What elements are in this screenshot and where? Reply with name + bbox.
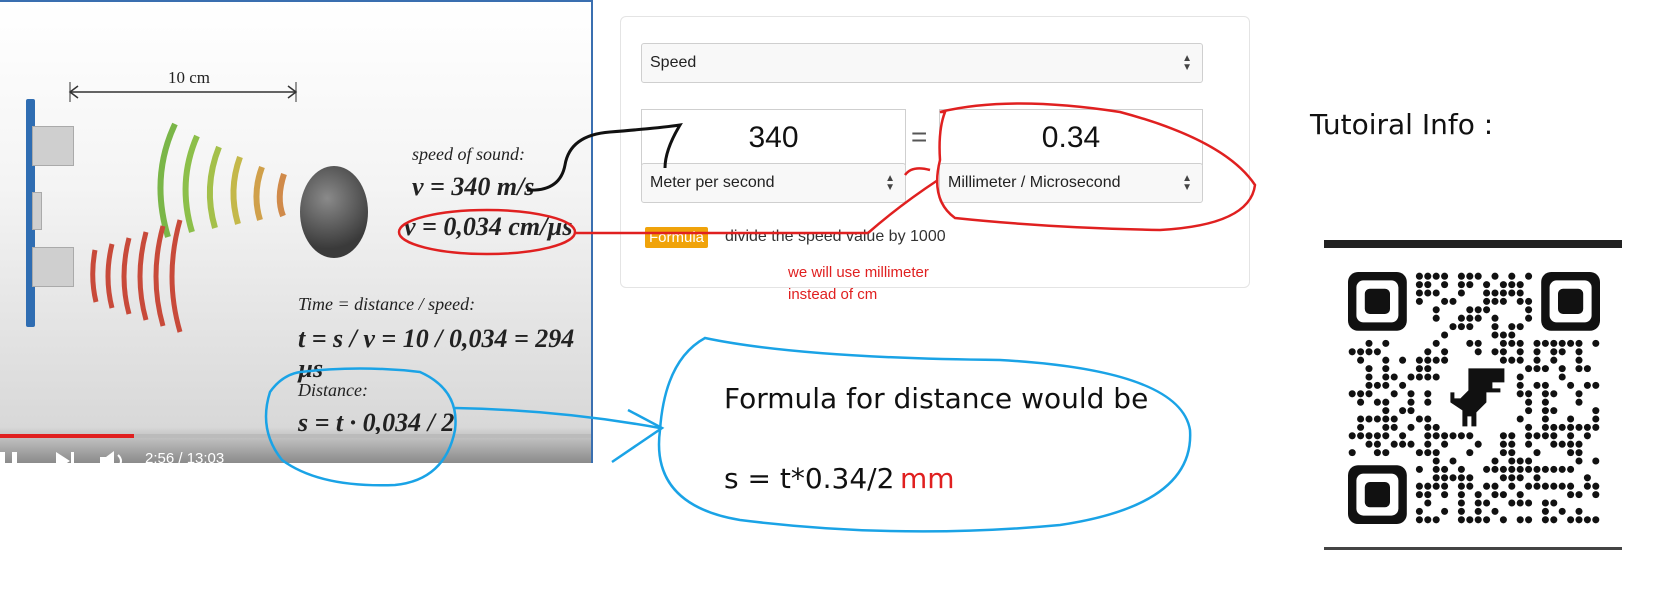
pause-icon[interactable] bbox=[0, 452, 17, 463]
video-player[interactable]: 10 cm speed of sound: v = 340 m/s v = 0,… bbox=[0, 0, 593, 463]
from-unit-select[interactable]: Meter per second ▲ ▼ bbox=[641, 163, 906, 203]
black-connector-stroke bbox=[526, 123, 683, 192]
to-unit-value: Millimeter / Microsecond bbox=[948, 174, 1121, 191]
sensor-board bbox=[26, 99, 35, 327]
red-circle-velocity bbox=[397, 208, 577, 256]
time-label: Time = distance / speed: bbox=[298, 294, 476, 314]
blue-blob-annotation bbox=[657, 336, 1192, 533]
speed-of-sound-label: speed of sound: bbox=[412, 144, 525, 164]
distance-formula: s = t · 0,034 / 2 bbox=[298, 408, 455, 437]
select-arrows-icon: ▲ ▼ bbox=[1182, 173, 1192, 193]
progress-track[interactable] bbox=[0, 434, 591, 438]
time-formula: t = s / v = 10 / 0,034 = 294 µs bbox=[298, 324, 575, 383]
equals-sign: = bbox=[911, 121, 928, 152]
velocity-cmus: v = 0,034 cm/µs bbox=[404, 212, 573, 241]
distance-heading: Distance: bbox=[298, 380, 368, 400]
qr-code-icon bbox=[1348, 272, 1600, 524]
quantity-select[interactable]: Speed ▲ ▼ bbox=[641, 43, 1203, 83]
velocity-ms: v = 340 m/s bbox=[412, 172, 535, 201]
sound-wave-diagram bbox=[68, 82, 298, 333]
video-timestamp: 2:56 / 13:03 bbox=[145, 450, 225, 463]
formula-expression: s = t*0.34/2 bbox=[724, 462, 895, 495]
player-controls bbox=[0, 427, 591, 463]
blue-circle-formula bbox=[264, 367, 457, 487]
blue-arrow-head bbox=[611, 408, 665, 464]
receiver bbox=[32, 247, 74, 287]
volume-icon[interactable] bbox=[100, 451, 122, 463]
select-arrows-icon: ▲ ▼ bbox=[1182, 53, 1192, 73]
obstacle-ball bbox=[300, 166, 368, 258]
progress-fill bbox=[0, 434, 135, 438]
formula-unit: mm bbox=[900, 462, 955, 495]
sensor-chip bbox=[32, 192, 42, 230]
next-icon[interactable] bbox=[56, 452, 74, 463]
distance-label: 10 cm bbox=[168, 68, 211, 87]
from-unit-value: Meter per second bbox=[650, 174, 775, 191]
player-buttons bbox=[0, 451, 122, 463]
quantity-select-value: Speed bbox=[650, 54, 697, 71]
formula-title: Formula for distance would be bbox=[724, 382, 1149, 415]
red-note-line1: we will use millimeter bbox=[788, 264, 929, 281]
red-note-line2: instead of cm bbox=[788, 286, 878, 303]
qr-code[interactable] bbox=[1324, 240, 1622, 550]
to-value-input[interactable]: 0.34 bbox=[939, 109, 1203, 165]
from-value-input[interactable]: 340 bbox=[641, 109, 906, 165]
transmitter bbox=[32, 126, 74, 166]
tutorial-info-label: Tutoiral Info : bbox=[1310, 108, 1494, 141]
to-unit-select[interactable]: Millimeter / Microsecond ▲ ▼ bbox=[939, 163, 1203, 203]
select-arrows-icon: ▲ ▼ bbox=[885, 173, 895, 193]
unit-converter-card: Speed ▲ ▼ 340 Meter per second ▲ ▼ = 0.34 … bbox=[620, 16, 1250, 288]
red-circle-output bbox=[935, 102, 1257, 232]
red-note: we will use millimeter instead of cm bbox=[788, 262, 929, 306]
